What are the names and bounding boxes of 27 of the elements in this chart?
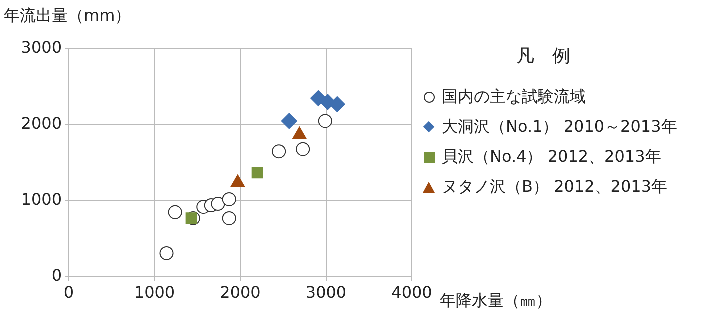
point	[318, 114, 332, 128]
point	[252, 167, 264, 179]
point	[160, 246, 174, 260]
legend-title: 凡 例	[516, 45, 572, 68]
point	[222, 211, 236, 226]
point	[211, 197, 226, 212]
point	[272, 144, 286, 159]
legend-label: ヌタノ沢（B） 2012、2013年	[442, 176, 668, 198]
y-tick-label: 3000	[21, 38, 62, 58]
x-tick-label: 3000	[306, 282, 347, 302]
y-axis-title: 年流出量（mm）	[4, 6, 132, 27]
x-tick-label: 0	[64, 282, 74, 302]
x-tick-label: 2000	[220, 282, 261, 302]
x-tick-label: 1000	[134, 282, 176, 302]
point	[168, 205, 182, 220]
legend-label: 貝沢（No.4） 2012、2013年	[442, 146, 662, 168]
point	[296, 142, 310, 156]
point	[222, 192, 236, 206]
legend-label: 大洞沢（No.1） 2010～2013年	[442, 116, 678, 138]
y-tick-label: 0	[52, 266, 62, 286]
x-axis-title: 年降水量（㎜）	[440, 291, 552, 312]
point	[281, 113, 298, 130]
x-tick-label: 4000	[392, 282, 432, 302]
legend-label: 国内の主な試験流域	[442, 86, 586, 108]
y-tick-label: 2000	[21, 114, 62, 134]
y-tick-label: 1000	[21, 190, 62, 210]
point	[186, 212, 198, 224]
